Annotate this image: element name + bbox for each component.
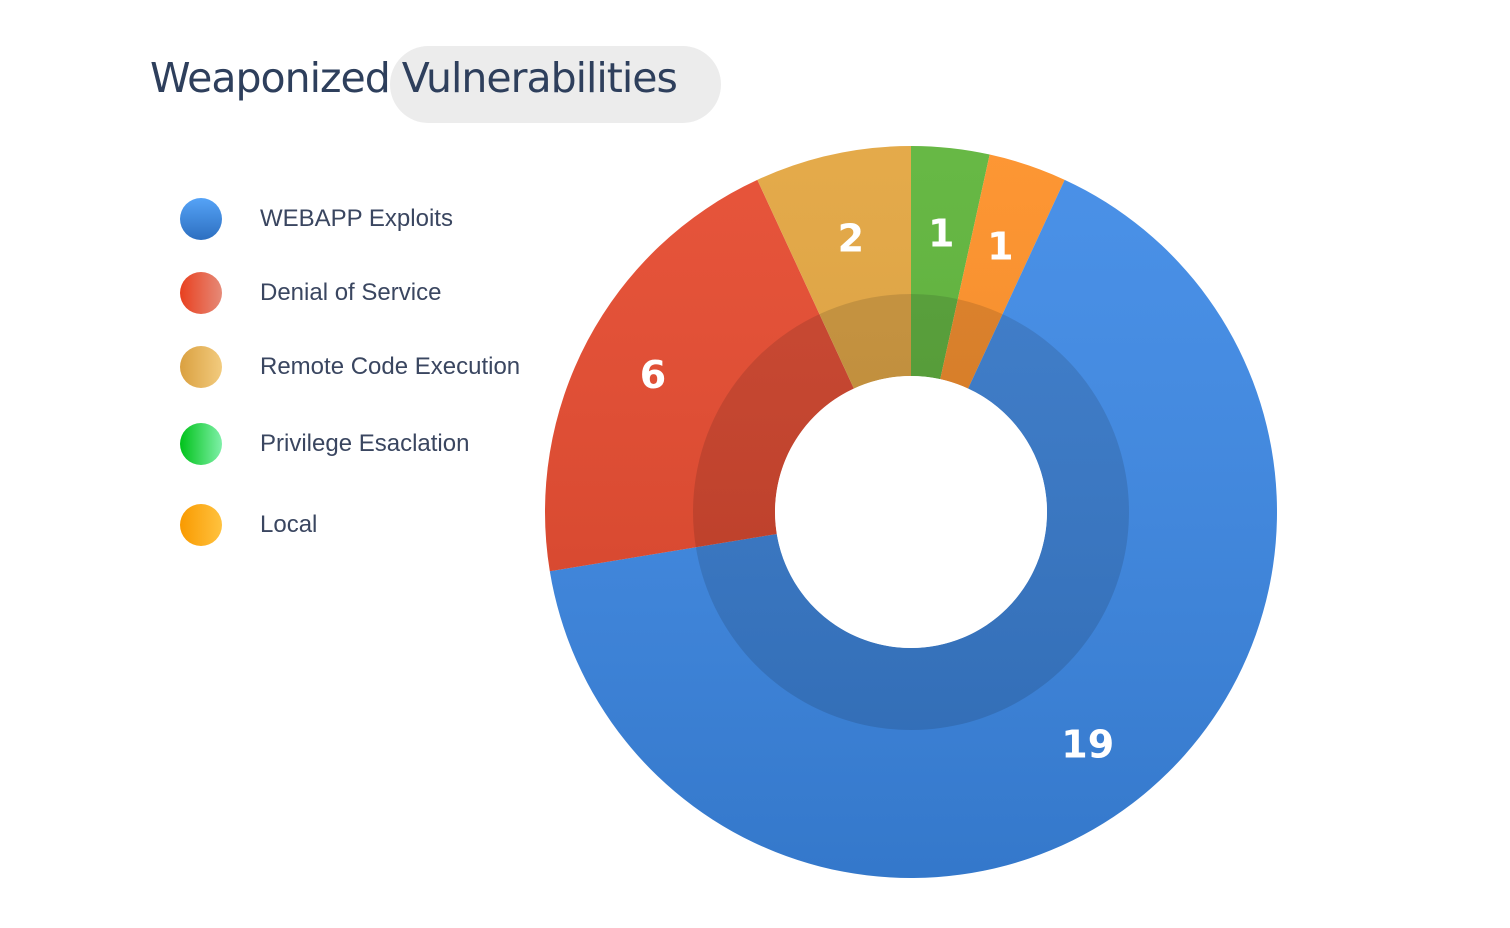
data-label: 6 bbox=[640, 353, 666, 397]
legend-swatch bbox=[180, 504, 222, 546]
legend-label: Remote Code Execution bbox=[260, 353, 521, 380]
legend-label: Privilege Esaclation bbox=[260, 430, 470, 457]
legend-swatch bbox=[180, 272, 222, 314]
legend-item[interactable]: Denial of Service bbox=[180, 272, 441, 314]
donut-hole bbox=[775, 376, 1047, 648]
data-label: 1 bbox=[987, 225, 1013, 269]
legend-label: Local bbox=[260, 511, 318, 538]
legend-item[interactable]: Local bbox=[180, 504, 317, 546]
legend-item[interactable]: WEBAPP Exploits bbox=[180, 198, 453, 240]
legend-item[interactable]: Privilege Esaclation bbox=[180, 423, 469, 465]
legend-label: Denial of Service bbox=[260, 279, 442, 306]
data-label: 19 bbox=[1061, 722, 1114, 766]
data-label: 1 bbox=[928, 212, 954, 256]
title-highlight bbox=[390, 46, 721, 123]
legend-label: WEBAPP Exploits bbox=[260, 205, 453, 232]
legend-swatch bbox=[180, 423, 222, 465]
legend-swatch bbox=[180, 198, 222, 240]
data-label: 2 bbox=[838, 217, 864, 261]
legend-item[interactable]: Remote Code Execution bbox=[180, 346, 520, 388]
legend-swatch bbox=[180, 346, 222, 388]
chart-title: Weaponized Vulnerabilities bbox=[150, 54, 678, 102]
